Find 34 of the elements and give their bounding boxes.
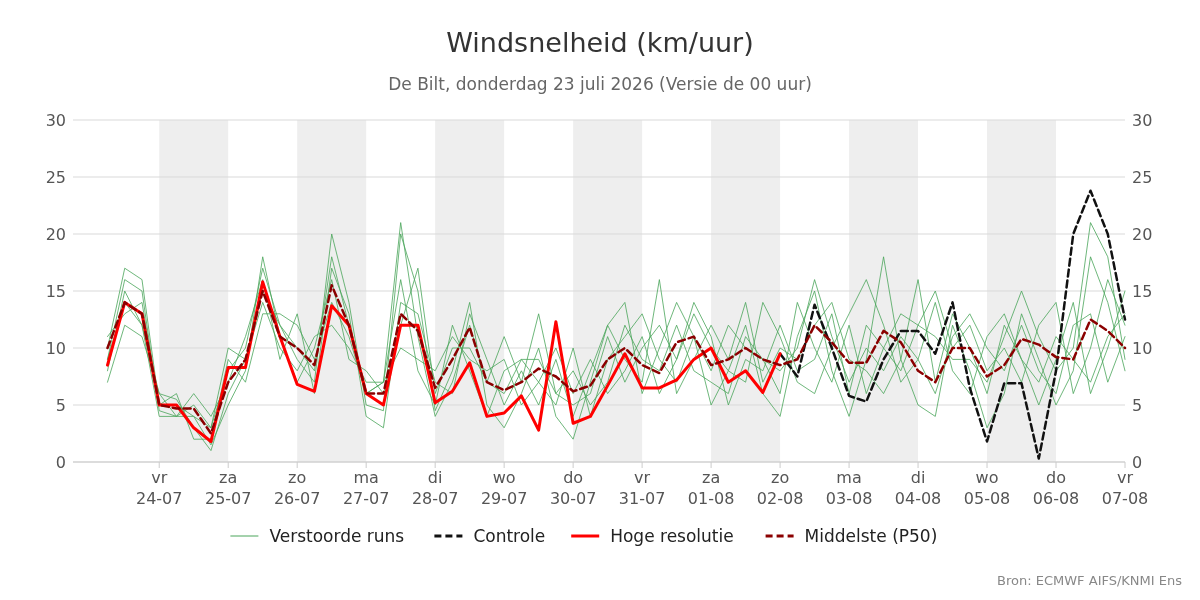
legend-label: Middelste (P50) (804, 526, 938, 546)
y-tick-label: 25 (45, 168, 66, 187)
x-tick-label: di 28-07 (411, 468, 459, 508)
x-tick-label: do 06-08 (1032, 468, 1080, 508)
text: Bron: ECMWF AIFS/KNMI Ens (997, 573, 1183, 588)
y-tick-label: 20 (45, 225, 66, 244)
y2-tick-label: 30 (1132, 111, 1153, 130)
y2-tick-label: 15 (1132, 282, 1153, 301)
y-tick-label: 10 (45, 339, 66, 358)
y-tick-label: 30 (45, 111, 66, 130)
x-tick-label: zo 02-08 (756, 468, 804, 508)
y2-tick-label: 5 (1132, 396, 1143, 415)
y-tick-label: 15 (45, 282, 66, 301)
x-tick-label: za 25-07 (204, 468, 252, 508)
legend-label: Hoge resolutie (610, 526, 734, 546)
chart-title: Windsnelheid (km/uur) (446, 27, 754, 58)
x-tick-label: wo 05-08 (963, 468, 1011, 508)
x-tick-label: za 01-08 (687, 468, 735, 508)
x-tick-label: do 30-07 (549, 468, 597, 508)
y2-tick-label: 25 (1132, 168, 1153, 187)
x-tick-label: ma 03-08 (825, 468, 873, 508)
x-tick-label: di 04-08 (894, 468, 942, 508)
legend-label: Controle (473, 526, 546, 546)
chart-subtitle: De Bilt, donderdag 23 juli 2026 (Versie de 00 uur) (388, 74, 812, 94)
x-tick-label: vr 31-07 (618, 468, 666, 508)
x-tick-label: vr 24-07 (135, 468, 183, 508)
y-tick-label: 0 (55, 453, 66, 472)
x-tick-label: wo 29-07 (480, 468, 528, 508)
x-tick-label: zo 26-07 (273, 468, 321, 508)
y2-tick-label: 10 (1132, 339, 1153, 358)
y-tick-label: 5 (55, 396, 66, 415)
x-tick-label: ma 27-07 (342, 468, 390, 508)
legend-label: Verstoorde runs (269, 526, 405, 546)
y2-tick-label: 20 (1132, 225, 1153, 244)
